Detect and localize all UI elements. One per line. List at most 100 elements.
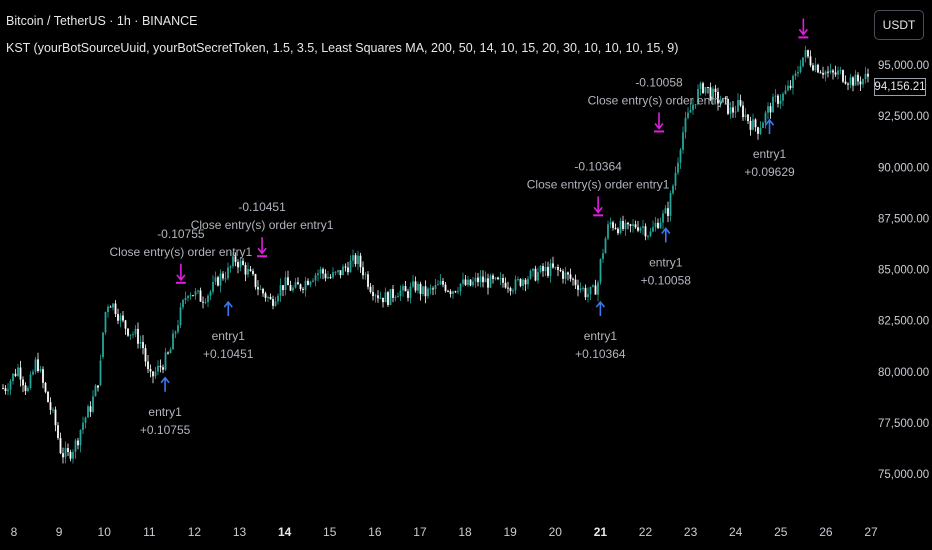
price-axis[interactable]: 95,000.00 92,500.00 90,000.00 87,500.00 85,0… <box>878 60 929 481</box>
y-tick-label: 77,500.00 <box>878 418 929 430</box>
x-tick-label: 22 <box>639 525 653 539</box>
time-axis[interactable]: 8 9 10 11 12 13 14 15 16 17 18 19 20 21 22 23 24 25 26 27 <box>11 525 878 539</box>
candle-body <box>867 73 869 77</box>
symbol-title[interactable]: Bitcoin / TetherUS · 1h · BINANCE <box>6 14 198 28</box>
candle-body <box>392 289 394 298</box>
candle-body <box>257 287 259 290</box>
candle-body <box>659 222 662 229</box>
candle-body <box>247 269 249 275</box>
candle-body <box>507 287 509 289</box>
candle-body <box>769 106 772 113</box>
candle-body <box>852 77 854 86</box>
entry-value: +0.10451 <box>203 347 254 361</box>
candle-body <box>614 227 617 229</box>
candle-body <box>39 369 42 372</box>
candle-body <box>337 270 339 272</box>
y-tick-label: 90,000.00 <box>878 162 929 174</box>
candle-body <box>4 388 7 391</box>
candle-body <box>422 286 424 295</box>
candle-body <box>587 294 589 298</box>
candle-body <box>649 231 652 236</box>
candle-body <box>642 226 644 228</box>
candle-body <box>389 289 392 305</box>
candle-body <box>322 269 324 274</box>
candle-body <box>617 228 619 234</box>
candle-body <box>677 162 679 173</box>
candle-body <box>432 288 434 290</box>
candle-body <box>802 57 804 67</box>
x-tick-label: 15 <box>323 525 337 539</box>
candle-body <box>367 274 369 287</box>
candle-body <box>744 114 747 118</box>
candle-body <box>804 50 807 58</box>
candle-body <box>444 284 447 291</box>
candle-body <box>189 295 192 297</box>
candle-body <box>362 267 364 276</box>
candle-body <box>529 270 532 279</box>
candle-body <box>17 367 19 377</box>
candle-body <box>244 264 247 275</box>
candle-body <box>567 272 569 275</box>
indicator-legend[interactable]: KST (yourBotSourceUuid, yourBotSecretTok… <box>6 41 679 55</box>
candle-body <box>282 285 284 291</box>
currency-button[interactable]: USDT <box>874 10 924 40</box>
x-tick-label: 10 <box>98 525 112 539</box>
candle-body <box>464 279 467 285</box>
candle-body <box>344 266 347 268</box>
candle-body <box>364 274 367 276</box>
candle-body <box>199 290 202 302</box>
candle-body <box>387 292 389 305</box>
candle-body <box>292 287 294 291</box>
candle-body <box>557 266 559 270</box>
candle-body <box>357 255 359 265</box>
candle-body <box>269 297 272 300</box>
candle-body <box>569 274 572 279</box>
candle-body <box>672 185 674 194</box>
candle-body <box>537 272 539 281</box>
candle-body <box>182 300 184 308</box>
candle-body <box>477 277 479 283</box>
candle-body <box>372 291 374 296</box>
candle-body <box>317 273 319 276</box>
candle-body <box>397 296 399 298</box>
candle-body <box>492 275 494 279</box>
candle-body <box>502 277 504 283</box>
candle-body <box>117 313 119 321</box>
candle-body <box>459 283 462 292</box>
candle-body <box>97 385 99 388</box>
x-tick-label: 19 <box>503 525 517 539</box>
exit-arrowhead-icon <box>654 122 664 130</box>
candle-body <box>487 278 489 288</box>
candle-body <box>109 306 112 308</box>
candle-body <box>662 213 664 223</box>
candle-body <box>404 286 407 292</box>
candle-body <box>599 259 602 283</box>
candle-body <box>47 391 49 403</box>
candle-body <box>207 295 209 302</box>
candle-body <box>509 288 512 292</box>
candle-body <box>709 87 712 100</box>
candle-body <box>637 227 639 231</box>
candle-body <box>732 107 734 113</box>
candle-body <box>469 279 472 286</box>
candle-body <box>609 222 612 225</box>
candle-body <box>29 374 32 389</box>
candle-body <box>584 287 587 298</box>
candle-body <box>224 278 227 280</box>
candle-body <box>467 279 469 285</box>
x-tick-label: 12 <box>188 525 202 539</box>
candle-body <box>9 381 12 390</box>
entry-arrowhead-icon <box>764 118 775 126</box>
candle-body <box>657 222 659 229</box>
candle-body <box>134 328 137 335</box>
candle-body <box>577 285 579 290</box>
candle-body <box>152 371 154 377</box>
candle-body <box>674 172 677 186</box>
candle-body <box>809 56 812 66</box>
exit-value: -0.10364 <box>574 159 622 173</box>
candle-body <box>197 290 199 292</box>
candle-body <box>572 278 574 280</box>
candle-body <box>99 360 102 386</box>
candle-body <box>359 255 362 268</box>
